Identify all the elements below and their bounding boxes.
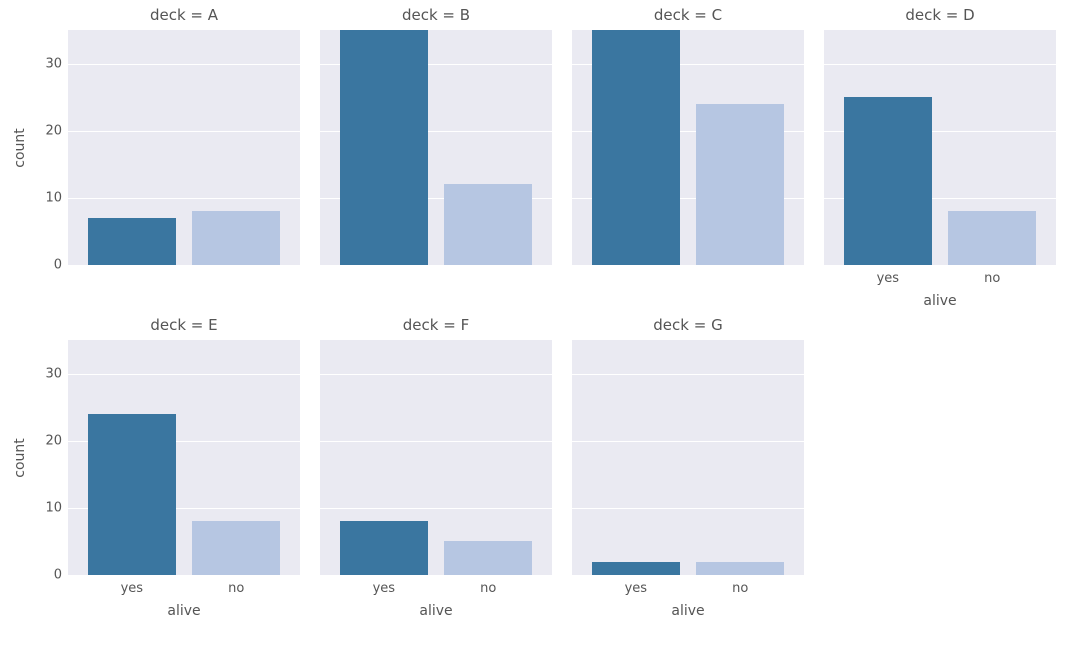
panel-1: deck = B	[320, 30, 552, 265]
xtick-label: yes	[877, 271, 899, 286]
ytick-label: 20	[45, 433, 68, 448]
gridline	[824, 64, 1056, 65]
gridline	[572, 575, 804, 576]
panel-title: deck = E	[68, 316, 300, 334]
bar-yes	[88, 218, 176, 265]
ytick-label: 0	[54, 258, 68, 273]
panel-title: deck = A	[68, 6, 300, 24]
plot-area	[572, 30, 804, 265]
gridline	[572, 508, 804, 509]
bar-no	[192, 211, 280, 265]
bar-no	[696, 104, 784, 265]
x-axis-label: alive	[824, 293, 1056, 309]
bar-yes	[88, 414, 176, 575]
plot-area	[320, 30, 552, 265]
xtick-label: yes	[121, 581, 143, 596]
xtick-label: yes	[373, 581, 395, 596]
plot-area: yesno	[320, 340, 552, 575]
ytick-label: 20	[45, 123, 68, 138]
x-axis-label: alive	[572, 603, 804, 619]
ytick-label: 0	[54, 568, 68, 583]
gridline	[572, 441, 804, 442]
gridline	[320, 575, 552, 576]
ytick-label: 30	[45, 366, 68, 381]
panel-3: deck = Dyesnoalive	[824, 30, 1056, 265]
bar-no	[192, 521, 280, 575]
plot-area: 0102030	[68, 30, 300, 265]
panel-title: deck = B	[320, 6, 552, 24]
x-axis-label: alive	[68, 603, 300, 619]
panel-title: deck = G	[572, 316, 804, 334]
bar-yes	[844, 97, 932, 265]
panel-6: deck = Gyesnoalive	[572, 340, 804, 575]
gridline	[320, 265, 552, 266]
gridline	[572, 374, 804, 375]
gridline	[68, 198, 300, 199]
xtick-label: no	[732, 581, 748, 596]
bar-yes	[592, 562, 680, 575]
panel-title: deck = D	[824, 6, 1056, 24]
plot-area: yesno	[572, 340, 804, 575]
panel-0: deck = A0102030count	[68, 30, 300, 265]
bar-yes	[592, 30, 680, 265]
gridline	[68, 575, 300, 576]
panel-4: deck = E0102030yesnocountalive	[68, 340, 300, 575]
gridline	[68, 374, 300, 375]
gridline	[68, 64, 300, 65]
ytick-label: 30	[45, 56, 68, 71]
y-axis-label: count	[12, 438, 28, 478]
plot-area: 0102030yesno	[68, 340, 300, 575]
gridline	[320, 508, 552, 509]
facet-grid: deck = A0102030countdeck = Bdeck = Cdeck…	[0, 0, 1080, 659]
plot-area: yesno	[824, 30, 1056, 265]
gridline	[68, 131, 300, 132]
gridline	[320, 441, 552, 442]
xtick-label: yes	[625, 581, 647, 596]
bar-yes	[340, 30, 428, 265]
bar-yes	[340, 521, 428, 575]
gridline	[824, 265, 1056, 266]
bar-no	[696, 562, 784, 575]
xtick-label: no	[480, 581, 496, 596]
gridline	[68, 265, 300, 266]
panel-5: deck = Fyesnoalive	[320, 340, 552, 575]
panel-title: deck = F	[320, 316, 552, 334]
ytick-label: 10	[45, 500, 68, 515]
panel-2: deck = C	[572, 30, 804, 265]
gridline	[320, 374, 552, 375]
x-axis-label: alive	[320, 603, 552, 619]
bar-no	[444, 541, 532, 575]
xtick-label: no	[228, 581, 244, 596]
panel-title: deck = C	[572, 6, 804, 24]
ytick-label: 10	[45, 190, 68, 205]
bar-no	[948, 211, 1036, 265]
xtick-label: no	[984, 271, 1000, 286]
bar-no	[444, 184, 532, 265]
gridline	[572, 265, 804, 266]
y-axis-label: count	[12, 128, 28, 168]
